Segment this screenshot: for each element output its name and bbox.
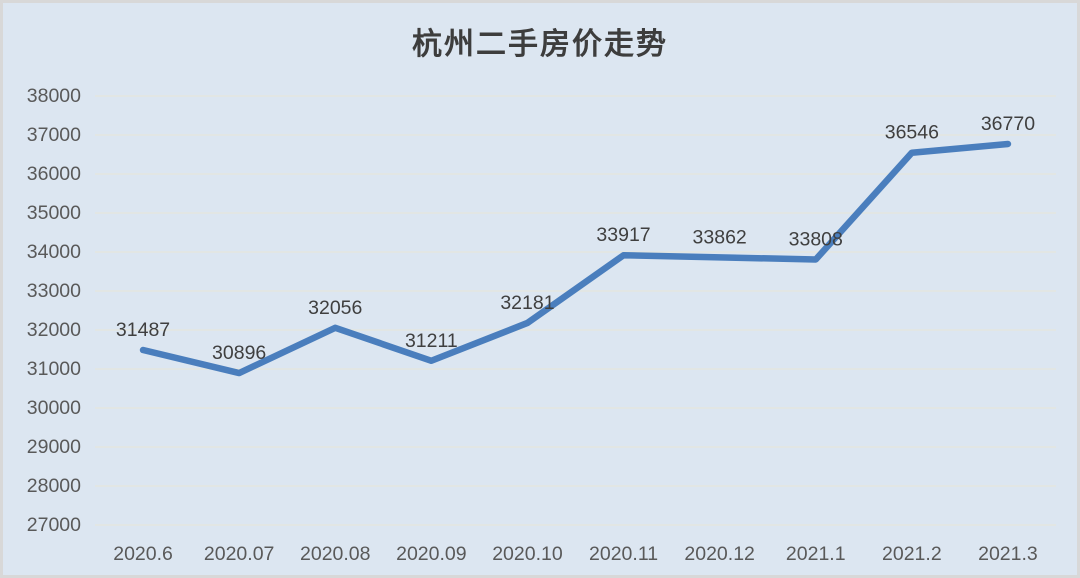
y-axis-label: 35000 (27, 202, 81, 224)
x-axis-label: 2020.11 (589, 543, 658, 565)
data-point-label: 36770 (981, 113, 1035, 135)
y-axis-label: 30000 (27, 397, 81, 419)
data-point-label: 30896 (212, 342, 266, 364)
x-axis-label: 2020.09 (396, 543, 467, 565)
data-point-label: 32056 (308, 297, 362, 319)
y-axis-label: 33000 (27, 280, 81, 302)
data-point-label: 32181 (500, 292, 554, 314)
data-point-label: 31211 (405, 330, 458, 352)
y-axis-label: 32000 (27, 319, 81, 341)
x-axis-label: 2020.08 (300, 543, 371, 565)
y-axis-label: 36000 (27, 163, 81, 185)
data-point-label: 33917 (596, 224, 650, 246)
x-axis-label: 2021.2 (882, 543, 942, 565)
x-axis-label: 2021.1 (786, 543, 846, 565)
y-axis-label: 37000 (27, 124, 81, 146)
line-chart-canvas: 27000 28000 29000 30000 31000 32000 33000 34000… (27, 85, 1056, 565)
y-axis-label: 28000 (27, 475, 81, 497)
y-axis-label: 29000 (27, 436, 81, 458)
x-axis-label: 2021.3 (978, 543, 1038, 565)
y-axis-label: 31000 (27, 358, 81, 380)
y-axis-label: 34000 (27, 241, 81, 263)
y-axis-label: 27000 (27, 514, 81, 536)
data-point-label: 36546 (885, 122, 939, 144)
data-point-label: 33862 (693, 226, 747, 248)
chart-title: 杭州二手房价走势 (412, 27, 668, 62)
data-point-label: 33808 (789, 228, 843, 250)
trend-line (139, 140, 1012, 377)
x-axis-label: 2020.07 (204, 543, 275, 565)
x-axis-label: 2020.12 (684, 543, 755, 565)
data-point-label: 31487 (116, 319, 170, 341)
y-axis-label: 38000 (27, 85, 81, 107)
x-axis-label: 2020.10 (492, 543, 563, 565)
x-axis-label: 2020.6 (113, 543, 173, 565)
